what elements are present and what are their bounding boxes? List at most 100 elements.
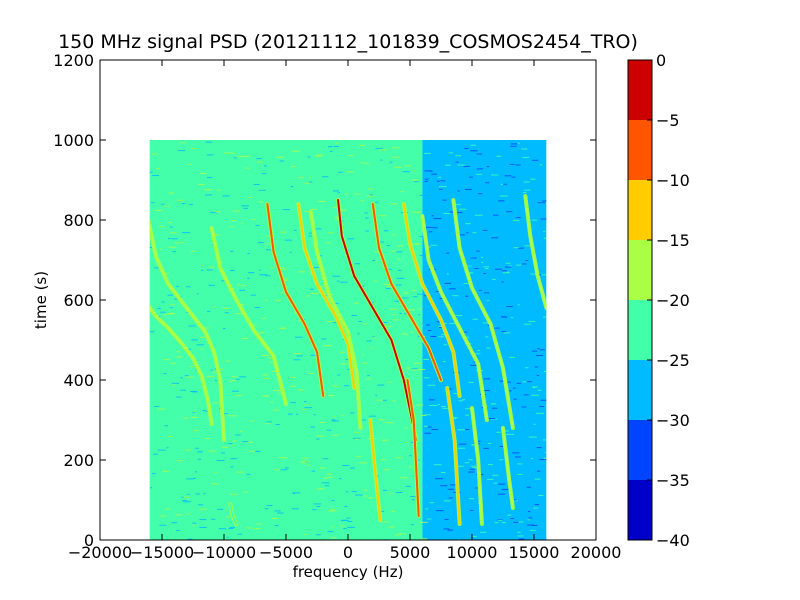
noise-streak [316, 506, 321, 508]
noise-streak [370, 194, 373, 196]
noise-streak [290, 186, 294, 188]
noise-streak [160, 311, 166, 313]
noise-streak [214, 379, 218, 381]
noise-streak [469, 468, 475, 470]
noise-streak [171, 522, 178, 524]
noise-streak [403, 292, 409, 294]
trace [297, 203, 356, 389]
noise-streak [258, 189, 266, 191]
noise-streak [472, 467, 478, 469]
noise-streak [455, 204, 462, 206]
noise-streak [419, 236, 427, 238]
noise-streak [530, 178, 536, 180]
noise-streak [225, 360, 230, 362]
noise-streak [531, 219, 537, 221]
noise-streak [211, 483, 219, 485]
noise-streak [478, 193, 483, 195]
noise-streak [291, 166, 297, 168]
noise-streak [417, 314, 421, 316]
noise-streak [265, 249, 272, 251]
noise-streak [326, 473, 332, 475]
noise-streak [417, 212, 420, 214]
noise-streak [196, 293, 199, 295]
noise-streak [358, 320, 362, 322]
noise-streak [243, 491, 249, 493]
trace [402, 203, 461, 397]
noise-streak [483, 272, 486, 274]
noise-streak [170, 362, 177, 364]
noise-streak [279, 457, 286, 459]
colorbar-tick-label: −25 [656, 351, 690, 370]
noise-streak [235, 378, 241, 380]
noise-streak [419, 255, 423, 257]
noise-streak [517, 473, 523, 475]
noise-streak [208, 266, 215, 268]
noise-streak [544, 451, 547, 453]
noise-streak [515, 164, 521, 166]
noise-streak [339, 352, 342, 354]
noise-streak [482, 322, 491, 324]
x-tick-label: −10000 [192, 543, 256, 562]
noise-streak [436, 510, 444, 512]
noise-streak [224, 312, 229, 314]
noise-streak [542, 439, 546, 441]
noise-streak [491, 407, 498, 409]
noise-streak [290, 402, 296, 404]
noise-streak [506, 271, 510, 273]
noise-streak [385, 422, 394, 424]
noise-streak [273, 469, 281, 471]
noise-streak [498, 483, 506, 485]
noise-streak [497, 493, 506, 495]
noise-streak [523, 323, 532, 325]
noise-streak [345, 491, 349, 493]
noise-streak [184, 375, 189, 377]
noise-streak [151, 153, 159, 155]
x-tick-label: 0 [343, 543, 353, 562]
noise-streak [501, 281, 504, 283]
noise-streak [191, 147, 196, 149]
noise-streak [194, 471, 198, 473]
noise-streak [488, 442, 492, 444]
noise-streak [222, 195, 230, 197]
noise-streak [534, 478, 541, 480]
noise-streak [435, 478, 443, 480]
noise-streak [512, 500, 518, 502]
noise-streak [246, 473, 251, 475]
noise-streak [364, 212, 368, 214]
noise-streak [328, 232, 334, 234]
noise-streak [431, 215, 434, 217]
noise-streak [427, 384, 436, 386]
noise-streak [496, 155, 502, 157]
noise-streak [222, 307, 229, 309]
noise-streak [158, 248, 162, 250]
y-tick-label: 1200 [53, 51, 94, 70]
noise-streak [506, 306, 513, 308]
noise-streak [309, 176, 312, 178]
noise-streak [513, 521, 519, 523]
noise-streak [510, 317, 514, 319]
noise-streak [186, 478, 194, 480]
noise-streak [301, 462, 307, 464]
noise-streak [536, 375, 540, 377]
noise-streak [533, 507, 539, 509]
noise-streak [455, 315, 463, 317]
noise-streak [501, 522, 506, 524]
noise-streak [425, 508, 429, 510]
noise-streak [450, 484, 458, 486]
noise-streak [181, 203, 186, 205]
noise-streak [517, 463, 523, 465]
noise-streak [230, 458, 238, 460]
noise-streak [265, 299, 268, 301]
noise-streak [390, 308, 398, 310]
noise-streak [468, 459, 473, 461]
noise-streak [204, 194, 213, 196]
noise-streak [465, 295, 469, 297]
noise-streak [376, 399, 383, 401]
noise-streak [473, 353, 481, 355]
noise-streak [151, 202, 155, 204]
noise-streak [304, 404, 309, 406]
noise-streak [163, 314, 167, 316]
noise-streak [223, 328, 226, 330]
noise-streak [392, 156, 400, 158]
